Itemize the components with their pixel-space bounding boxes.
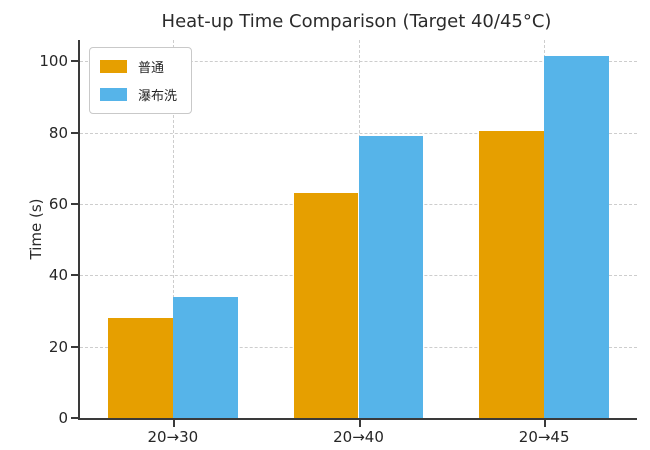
bar-series-0-group-1: [293, 193, 359, 418]
y-tick-label: 0: [58, 409, 68, 427]
y-tick-label: 40: [48, 266, 68, 285]
legend: 普通 瀑布洗: [89, 47, 193, 114]
bar-series-0-group-2: [479, 130, 545, 418]
y-tick-mark: [71, 203, 78, 206]
x-tick-mark: [544, 420, 547, 427]
x-tick-mark: [358, 420, 361, 427]
v-gridline: [172, 40, 174, 418]
legend-label-1: 瀑布洗: [138, 89, 178, 104]
y-tick-mark: [71, 60, 78, 63]
y-tick-label: 80: [48, 123, 68, 142]
y-tick-label: 20: [48, 337, 68, 356]
y-tick-mark: [71, 417, 78, 419]
y-tick-mark: [71, 131, 78, 134]
bar-series-1-group-0: [172, 296, 238, 418]
chart-title: Heat-up Time Comparison (Target 40/45°C): [161, 11, 552, 32]
legend-item-0: 普通: [100, 57, 177, 76]
legend-swatch-1: [100, 88, 127, 101]
x-tick-label: 20→30: [147, 428, 199, 446]
bar-series-1-group-2: [544, 56, 610, 418]
x-tick-label: 20→45: [518, 428, 570, 446]
y-tick-label: 100: [39, 52, 68, 71]
legend-label-0: 普通: [138, 61, 165, 76]
legend-swatch-0: [100, 60, 127, 73]
y-tick-label: 60: [48, 195, 68, 214]
x-tick-label: 20→40: [333, 428, 384, 446]
legend-item-1: 瀑布洗: [100, 85, 177, 104]
bar-series-1-group-1: [358, 136, 424, 418]
plot-area: 0 20 40 60 80 100 20→30 20→40 20→45 普通瀑布洗: [39, 40, 637, 446]
x-tick-mark: [172, 420, 175, 427]
y-tick-mark: [71, 345, 78, 348]
y-tick-mark: [71, 274, 78, 277]
bar-series-0-group-0: [107, 318, 173, 418]
